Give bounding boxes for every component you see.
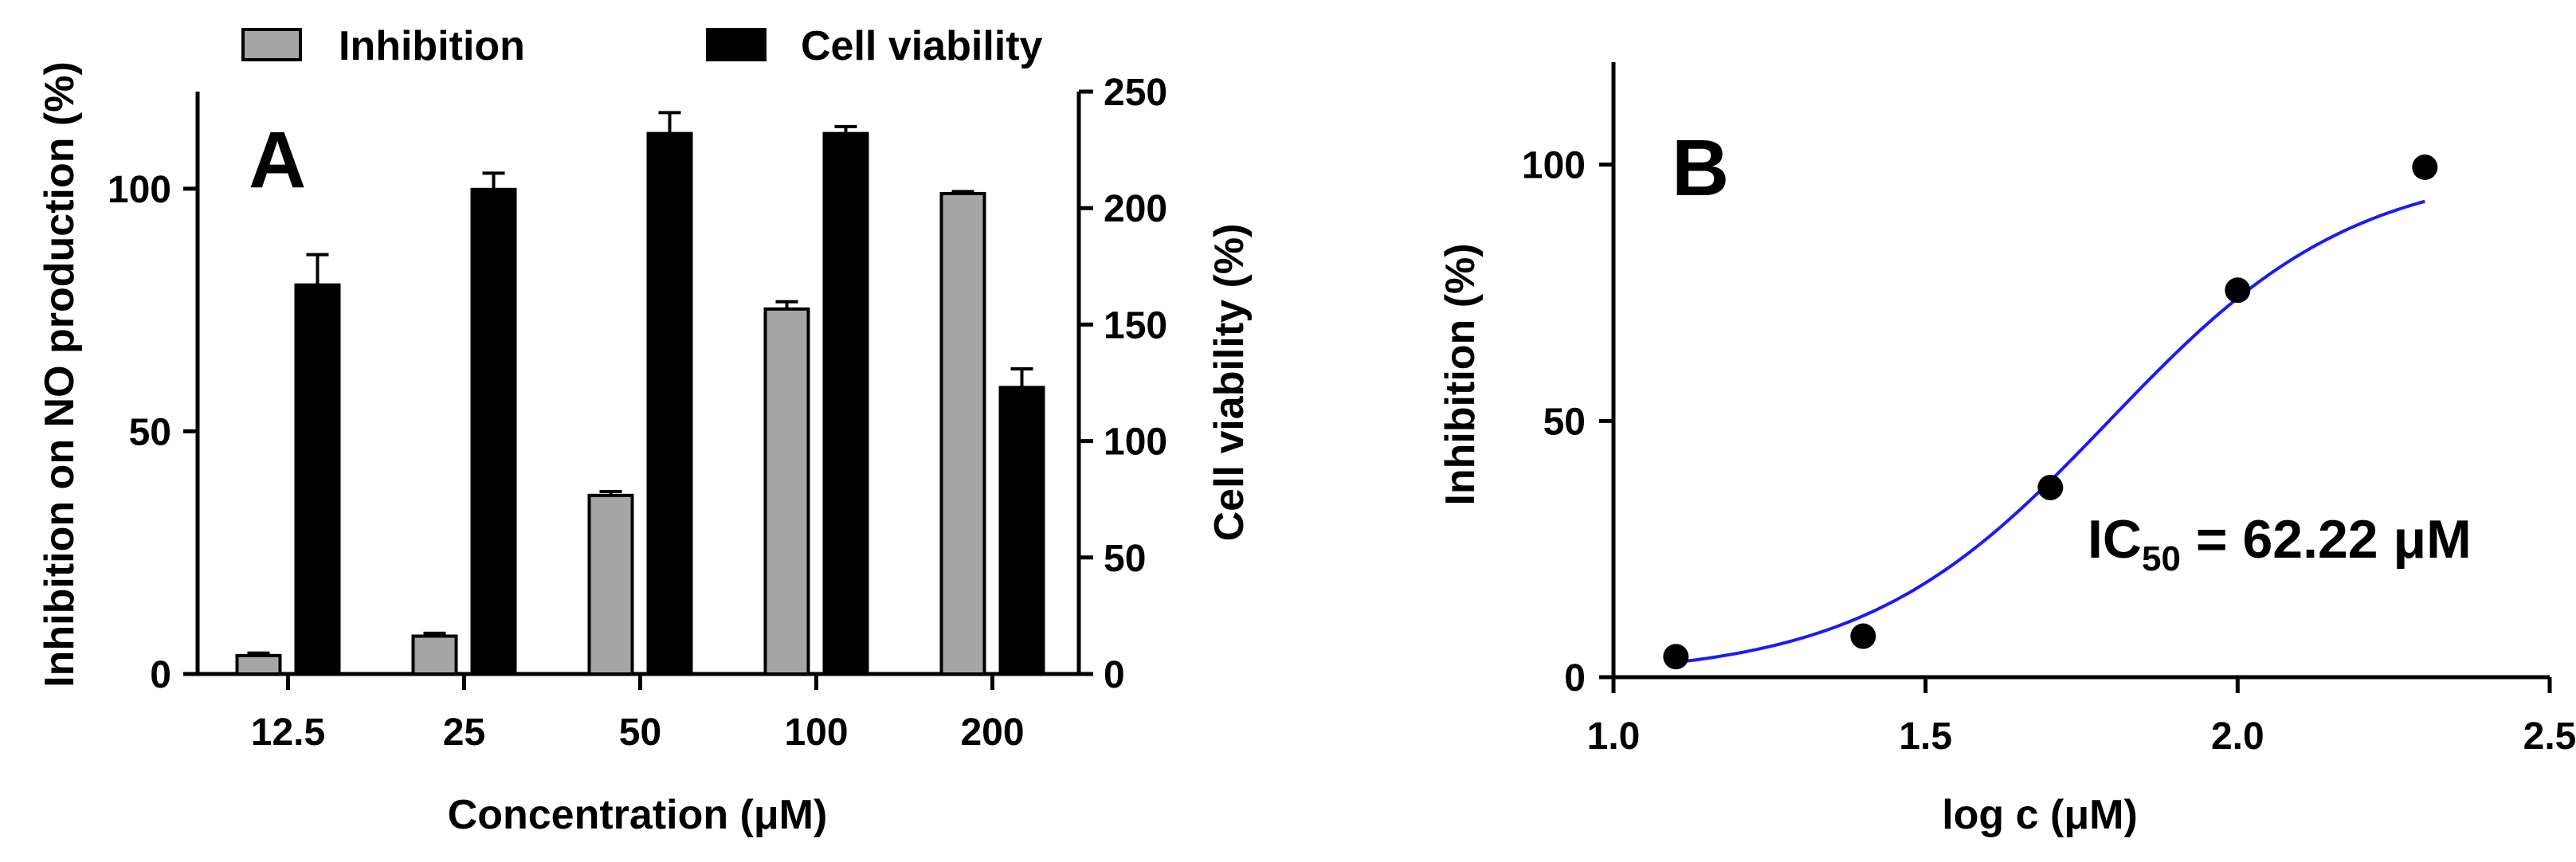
left-tick-label: 50 [129, 411, 171, 453]
inhibition-bar [939, 191, 986, 676]
left-tick-label: 100 [108, 169, 171, 211]
b-y-tick-label: 50 [1543, 401, 1586, 443]
data-point [2037, 474, 2064, 500]
sigmoid-fit-curve [1676, 199, 2425, 664]
b-x-tick-label: 2.0 [2211, 715, 2264, 758]
cell-viability-bar [470, 187, 517, 676]
ic50-annotation: IC50 = 62.22 μM [2088, 509, 2472, 578]
panel-b-x-ticks: 1.0 1.5 2.0 2.5 [1587, 677, 2576, 758]
x-tick-label: 200 [960, 711, 1024, 754]
legend-label-inhibition: Inhibition [339, 23, 525, 69]
inhibition-bar [763, 307, 810, 676]
cell-viability-bar [822, 131, 869, 676]
inhibition-bar [411, 634, 458, 676]
b-y-tick-label: 0 [1564, 657, 1586, 699]
cell-viability-bar [646, 131, 693, 676]
left-tick-label: 0 [150, 654, 171, 696]
legend: Inhibition Cell viability [241, 23, 1043, 69]
data-point [1663, 644, 1689, 670]
b-x-tick-label: 1.0 [1587, 715, 1641, 758]
legend-swatch-inhibition [241, 28, 302, 61]
panel-b-y-axis-title: Inhibition (%) [1437, 243, 1484, 505]
panel-a-x-axis-title: Concentration (μM) [448, 792, 828, 838]
right-tick-label: 0 [1104, 654, 1125, 696]
legend-swatch-cell-viability [706, 28, 767, 61]
panel-b-x-axis-title: log c (μM) [1942, 792, 2138, 838]
ic50-subscript: 50 [2142, 539, 2181, 578]
left-axis-ticks: 0 50 100 [108, 169, 198, 696]
legend-label-cell-viability: Cell viability [801, 23, 1043, 69]
x-axis-ticks: 12.5 25 50 100 200 [251, 674, 1025, 754]
ic50-value: = 62.22 μM [2181, 509, 2472, 570]
data-point [2225, 277, 2251, 304]
data-point [2412, 154, 2438, 180]
ic50-prefix: IC [2088, 509, 2142, 570]
right-tick-label: 250 [1104, 72, 1167, 114]
cell-viability-bar [294, 283, 341, 676]
panel-a-y-axis-title: Inhibition on NO production (%) [37, 61, 83, 688]
right-tick-label: 100 [1104, 421, 1167, 464]
inhibition-bar [235, 653, 282, 676]
panel-a-letter: A [249, 116, 306, 205]
right-axis-ticks: 0 50 100 150 200 250 [1079, 72, 1167, 696]
x-tick-label: 25 [443, 711, 485, 754]
right-tick-label: 150 [1104, 304, 1167, 347]
inhibition-bar [587, 493, 634, 676]
panel-a-chart: Inhibition Cell viability A 0 50 100 0 50 10… [37, 23, 1253, 838]
x-tick-label: 50 [619, 711, 661, 754]
panel-b-letter: B [1672, 123, 1729, 213]
panel-a-y2-axis-title: Cell viability (%) [1206, 224, 1253, 542]
bar-series [235, 111, 1045, 676]
x-tick-label: 100 [784, 711, 848, 754]
b-x-tick-label: 1.5 [1899, 715, 1952, 758]
data-point [1850, 623, 1876, 649]
panel-b-y-ticks: 0 50 100 [1522, 145, 1613, 699]
b-y-tick-label: 100 [1522, 145, 1586, 187]
x-tick-label: 12.5 [251, 711, 325, 754]
b-x-tick-label: 2.5 [2523, 715, 2576, 758]
cell-viability-bar [998, 386, 1045, 676]
right-tick-label: 50 [1104, 538, 1146, 580]
right-tick-label: 200 [1104, 188, 1167, 230]
data-points [1663, 154, 2438, 670]
